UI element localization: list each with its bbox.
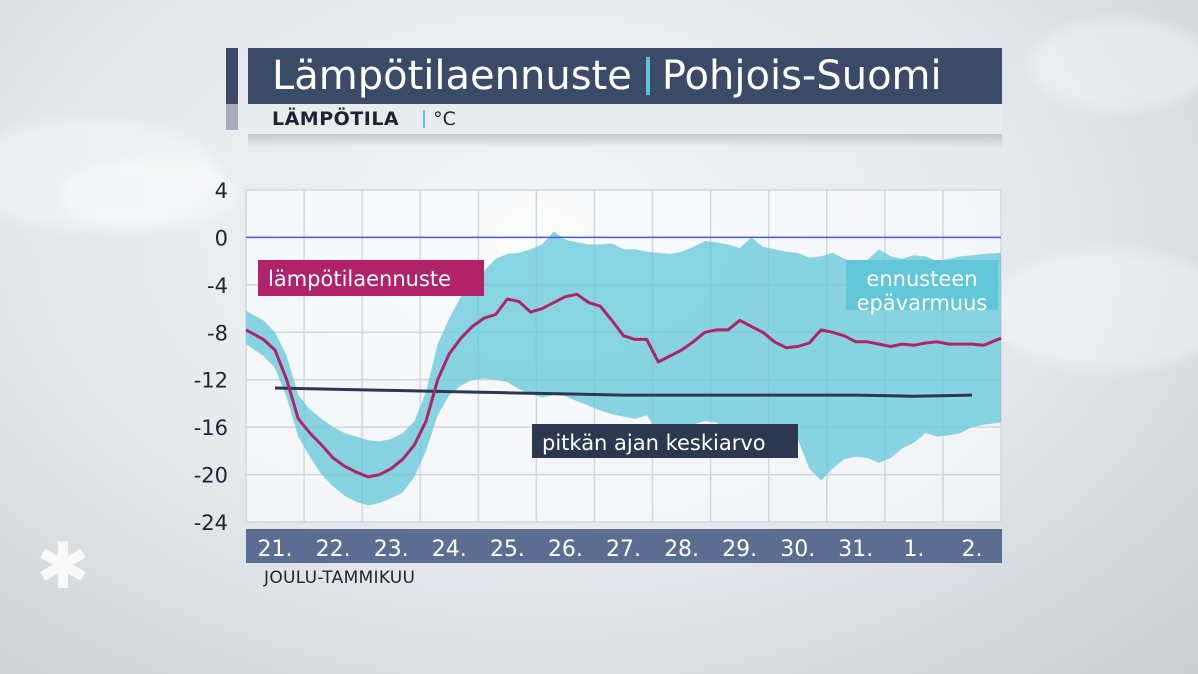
legend-average: pitkän ajan keskiarvo [532, 424, 798, 458]
asterisk-icon: ✱ [36, 530, 90, 604]
x-tick-label: 22. [316, 537, 351, 562]
title-accent [226, 48, 238, 104]
average-line [274, 386, 973, 398]
title-separator [645, 57, 650, 95]
uncertainty-band [246, 231, 1001, 506]
y-tick-label: 0 [215, 226, 228, 250]
x-axis-caption: JOULU-TAMMIKUU [264, 568, 416, 588]
y-tick-label: -8 [207, 321, 228, 345]
legend-label: epävarmuus [857, 291, 988, 315]
x-tick-label: 25. [490, 537, 525, 562]
chart-region: Pohjois-Suomi [661, 53, 942, 99]
y-tick-label: -24 [194, 511, 228, 535]
x-tick-label: 23. [374, 537, 409, 562]
chart-subtitle-bar: LÄMPÖTILA °C [248, 104, 1002, 134]
y-tick-label: -12 [194, 369, 228, 393]
x-tick-label: 30. [780, 537, 815, 562]
y-axis-quantity: LÄMPÖTILA [272, 108, 400, 130]
x-tick-label: 21. [258, 537, 293, 562]
x-tick-label: 27. [606, 537, 641, 562]
chart-title: Lämpötilaennuste [272, 53, 632, 99]
legend-label: pitkän ajan keskiarvo [542, 431, 766, 455]
y-axis-unit: °C [433, 108, 456, 130]
chart-title-bar: Lämpötilaennuste Pohjois-Suomi [248, 48, 1002, 104]
y-tick-label: -4 [207, 274, 228, 298]
legend-label: ennusteen [866, 267, 977, 291]
subtitle-separator [423, 110, 426, 128]
x-tick-label: 1. [903, 537, 924, 562]
subtitle-accent [226, 104, 238, 130]
x-tick-label: 26. [548, 537, 583, 562]
background-cloud [1030, 20, 1198, 110]
x-tick-label: 31. [838, 537, 873, 562]
legend-box [532, 424, 798, 458]
legend-box [258, 260, 484, 296]
y-tick-label: 4 [215, 179, 228, 203]
x-tick-label: 24. [432, 537, 467, 562]
legend-box [846, 260, 998, 310]
x-tick-label: 29. [722, 537, 757, 562]
background-cloud [60, 160, 240, 230]
forecast-line [245, 292, 1002, 479]
x-tick-label: 2. [961, 537, 982, 562]
background-cloud [0, 120, 220, 230]
y-tick-label: -16 [194, 416, 228, 440]
background-cloud [990, 250, 1198, 370]
x-axis-bar [246, 529, 1002, 563]
y-tick-label: -20 [194, 464, 228, 488]
legend-forecast: lämpötilaennuste [258, 260, 484, 296]
legend-label: lämpötilaennuste [268, 267, 451, 291]
x-tick-label: 28. [664, 537, 699, 562]
header-shadow [248, 134, 1002, 148]
